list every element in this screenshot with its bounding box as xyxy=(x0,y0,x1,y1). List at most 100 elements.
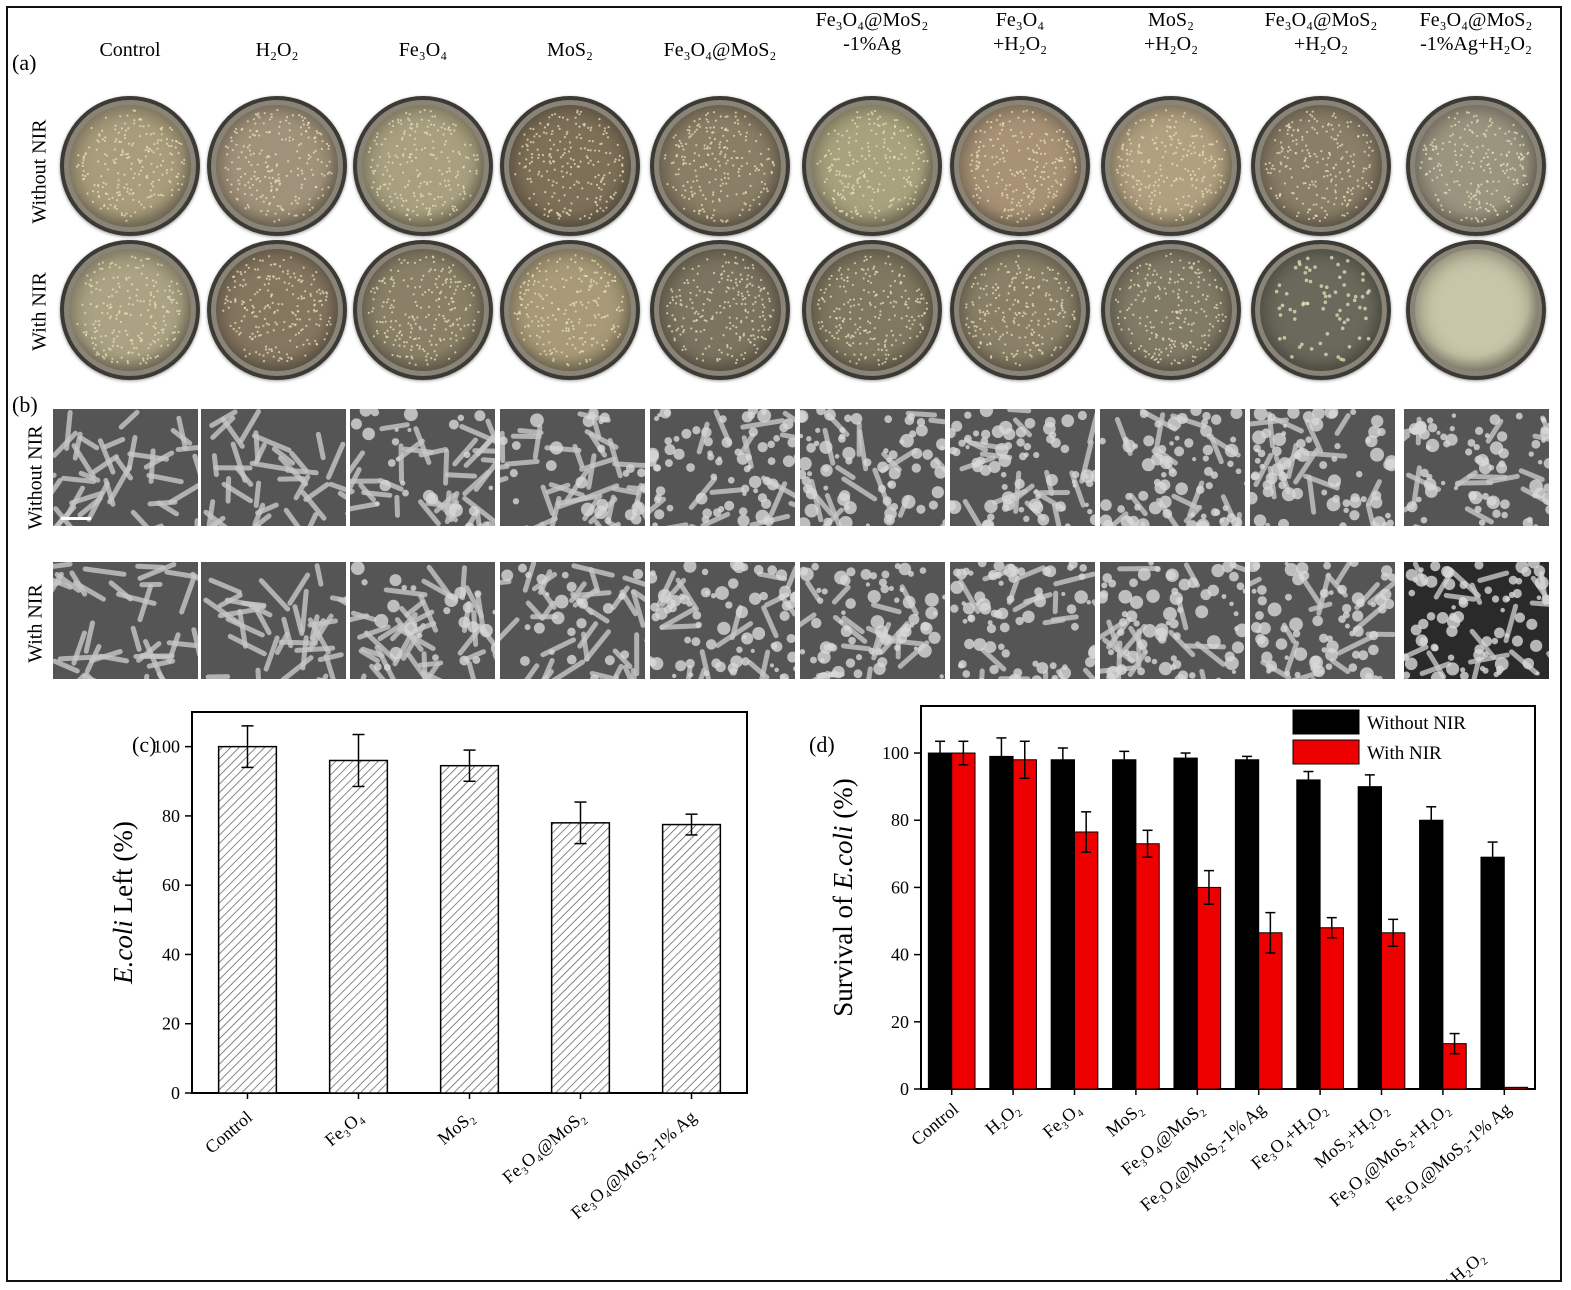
column-label-line1: Fe₃O₄@MoS₂ xyxy=(815,9,929,31)
sem-image-with-3 xyxy=(499,561,646,680)
chart-d-bar-without xyxy=(1419,819,1444,1090)
figure-frame xyxy=(6,6,1562,1282)
column-label-0: Control xyxy=(55,38,205,62)
chart-c-xtick-label: Fe₃O₄@MoS₂-1% Ag xyxy=(567,1107,700,1223)
sem-texture xyxy=(1100,409,1245,526)
chart-d-bar-without xyxy=(989,755,1014,1090)
panel-b-row-label-without: Without NIR xyxy=(24,425,47,530)
colony-dots xyxy=(224,108,333,223)
chart-d-bar-with xyxy=(1012,759,1037,1090)
chart-c: 0 20 40 60 80 100 Control Fe₃O₄ MoS₂ Fe₃O₄@MoS₂Fe… xyxy=(108,711,748,1223)
sem-texture xyxy=(203,563,346,679)
column-label-line1: Fe₃O₄@MoS₂ xyxy=(1264,9,1378,31)
chart-d-bar-without xyxy=(1296,779,1321,1090)
chart-c-ytick-label: 80 xyxy=(162,806,180,826)
chart-c-xtick-label: Fe₃O₄@MoS₂ xyxy=(499,1107,590,1188)
chart-d-bar-without xyxy=(1050,759,1075,1090)
colony-dots xyxy=(816,109,929,222)
panel-a-row-label-with: With NIR xyxy=(28,272,51,351)
sem-texture xyxy=(53,562,198,679)
sem-texture xyxy=(500,409,645,526)
column-label-3: MoS₂ xyxy=(495,38,645,62)
colony-dots xyxy=(969,109,1077,223)
chart-d-bar-with xyxy=(1319,927,1344,1090)
chart-c-bar xyxy=(661,823,722,1094)
column-label-2: Fe₃O₄ xyxy=(348,38,498,62)
sem-texture xyxy=(203,409,346,526)
chart-d-bar-with xyxy=(1258,932,1283,1090)
chart-d-xtick-label: Control xyxy=(907,1099,962,1150)
petri-dish-without-0 xyxy=(60,96,200,236)
petri-dish-with-4 xyxy=(650,240,790,380)
chart-c-bar xyxy=(439,764,500,1094)
petri-dish-without-5 xyxy=(802,96,942,236)
petri-dish-without-1 xyxy=(207,96,347,236)
chart-d-bar-with xyxy=(1135,843,1160,1090)
petri-dish-with-6 xyxy=(950,240,1090,380)
sem-image-with-5 xyxy=(799,561,946,680)
sem-texture xyxy=(1404,562,1549,679)
column-label-line1: Fe₃O₄ xyxy=(398,39,448,61)
column-label-line1: Fe₃O₄@MoS₂ xyxy=(1419,9,1533,31)
sem-texture xyxy=(53,409,198,526)
chart-c-xtick-label: MoS₂ xyxy=(434,1107,478,1149)
chart-d-bar-with xyxy=(1196,886,1222,1090)
column-label-line1: H₂O₂ xyxy=(255,39,299,61)
chart-c-bar xyxy=(328,759,389,1094)
sem-image-without-8 xyxy=(1249,408,1396,527)
sem-image-with-0 xyxy=(52,561,199,680)
chart-d-ytick-label: 40 xyxy=(891,945,909,965)
panel-a-row-label-without: Without NIR xyxy=(28,119,51,224)
sem-image-without-2 xyxy=(349,408,496,527)
colony-dots xyxy=(817,255,928,366)
sem-image-without-6 xyxy=(949,408,1096,527)
scale-bar xyxy=(61,517,91,520)
petri-dish-with-5 xyxy=(802,240,942,380)
column-label-9: Fe₃O₄@MoS₂ -1%Ag+H₂O₂ xyxy=(1401,8,1551,56)
colony-dots xyxy=(1410,244,1542,376)
chart-c-bar xyxy=(550,822,611,1094)
colony-dots xyxy=(514,109,625,220)
chart-d-bar-without xyxy=(1173,757,1198,1090)
petri-dish-with-8 xyxy=(1251,240,1391,380)
petri-dish-with-3 xyxy=(500,240,640,380)
chart-c-ytick-label: 20 xyxy=(162,1014,180,1034)
chart-c-bar xyxy=(217,745,278,1094)
chart-c-ylabel-rest: Left (%) xyxy=(108,821,138,920)
colony-dots xyxy=(513,254,624,367)
sem-image-without-4 xyxy=(649,408,796,527)
chart-d-bar-with xyxy=(1503,1086,1529,1090)
sem-image-with-4 xyxy=(649,561,796,680)
sem-texture xyxy=(650,562,795,679)
chart-d-bar-with xyxy=(1074,831,1099,1090)
column-label-line1: Fe₃O₄ xyxy=(995,9,1045,31)
sem-texture xyxy=(1404,412,1549,526)
chart-c-ylabel-italic: E.coli xyxy=(108,920,138,985)
panel-a-letter: (a) xyxy=(12,50,37,75)
panel-b-letter: (b) xyxy=(12,392,38,417)
sem-image-with-7 xyxy=(1099,561,1246,680)
chart-d-legend-swatch xyxy=(1292,739,1360,765)
colony-dots xyxy=(666,253,775,365)
sem-image-without-0 xyxy=(52,408,199,527)
column-label-line2: +H₂O₂ xyxy=(992,33,1048,55)
chart-c-panel-letter: (c) xyxy=(132,732,156,757)
sem-texture xyxy=(500,562,645,679)
chart-d-bar-without xyxy=(927,752,953,1090)
chart-d-ytick-label: 100 xyxy=(882,743,909,763)
colony-dots xyxy=(75,109,186,222)
chart-d-xtick-label: H₂O₂ xyxy=(981,1099,1023,1139)
chart-d-axes-frame xyxy=(920,705,1536,1090)
sem-image-with-9 xyxy=(1403,561,1550,680)
sem-texture xyxy=(1250,562,1395,679)
chart-d-legend-swatch xyxy=(1292,709,1360,735)
sem-image-with-2 xyxy=(349,561,496,680)
colony-dots xyxy=(367,255,480,366)
chart-d-xtick-label-extra: +H₂O₂ xyxy=(1439,1247,1489,1280)
sem-texture xyxy=(1100,562,1245,679)
chart-d-bar-with xyxy=(951,752,976,1090)
petri-dish-with-0 xyxy=(60,240,200,380)
sem-texture xyxy=(800,562,945,679)
sem-image-without-9 xyxy=(1403,408,1550,527)
